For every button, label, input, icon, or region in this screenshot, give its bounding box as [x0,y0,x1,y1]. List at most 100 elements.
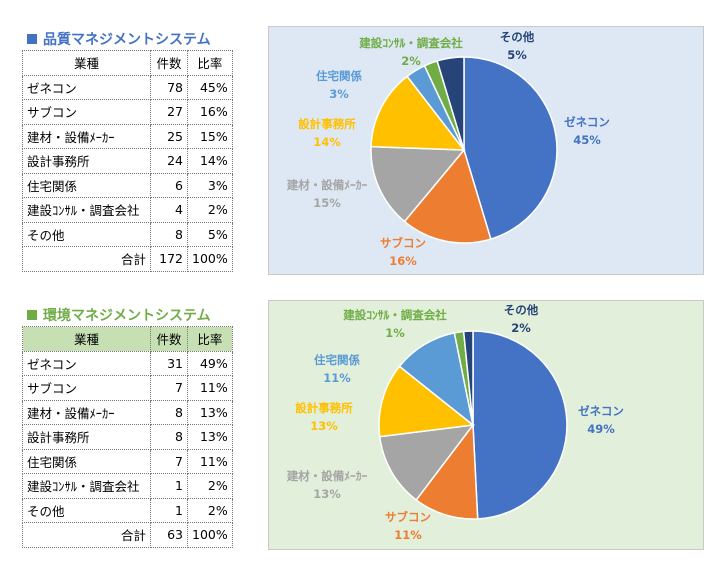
table-total-row: 合計 172 100% [22,246,233,272]
table-row: 設計事務所 8 13% [22,424,233,450]
row-count: 8 [150,399,188,425]
pie-percent-label: 5% [507,48,527,62]
pie-category-label: 設計事務所 [295,401,353,415]
row-name: その他 [22,221,151,247]
total-label: 合計 [22,246,151,272]
row-name: ゼネコン [22,350,151,376]
pie-percent-label: 13% [313,487,341,501]
row-ratio: 15% [187,123,233,149]
row-ratio: 14% [187,148,233,174]
table-row: 建材・設備ﾒｰｶｰ 8 13% [22,399,233,425]
table-row: 住宅関係 7 11% [22,448,233,474]
row-count: 7 [150,375,188,401]
row-name: サブコン [22,375,151,401]
table-row: 設計事務所 24 14% [22,148,233,174]
row-count: 1 [150,497,188,523]
row-name: ゼネコン [22,74,151,100]
pie-category-label: サブコン [385,510,431,524]
pie-percent-label: 11% [394,528,422,542]
header-ratio: 比率 [187,326,233,352]
row-count: 78 [150,74,188,100]
total-count: 63 [150,522,188,548]
pie-category-label: ゼネコン [564,115,610,129]
row-name: 住宅関係 [22,448,151,474]
pie-slice [378,365,475,438]
table-row: サブコン 27 16% [22,99,233,125]
table-row: その他 1 2% [22,497,233,523]
pie-percent-label: 1% [385,326,405,340]
pie-category-label: ゼネコン [578,404,624,418]
pie-percent-label: 15% [313,196,341,210]
row-ratio: 13% [187,399,233,425]
pie-category-label: 住宅関係 [314,353,360,367]
row-count: 27 [150,99,188,125]
row-name: 建材・設備ﾒｰｶｰ [22,399,151,425]
row-name: 建設ｺﾝｻﾙ・調査会社 [22,473,151,499]
table-header-row: 業種 件数 比率 [22,50,233,76]
pie-percent-label: 13% [310,419,338,433]
row-ratio: 16% [187,99,233,125]
table-total-row: 合計 63 100% [22,522,233,548]
row-count: 8 [150,221,188,247]
row-ratio: 3% [187,172,233,198]
pie-slice [472,330,568,520]
table-row: サブコン 7 11% [22,375,233,401]
table-row: 建設ｺﾝｻﾙ・調査会社 1 2% [22,473,233,499]
table-row: ゼネコン 78 45% [22,74,233,100]
row-count: 25 [150,123,188,149]
pie-category-label: 住宅関係 [316,69,362,83]
row-ratio: 11% [187,375,233,401]
row-ratio: 2% [187,497,233,523]
table-row: 住宅関係 6 3% [22,172,233,198]
row-name: 建材・設備ﾒｰｶｰ [22,123,151,149]
pie-percent-label: 45% [573,133,601,147]
row-count: 6 [150,172,188,198]
table-row: 建材・設備ﾒｰｶｰ 25 15% [22,123,233,149]
environment-title-square-icon [27,310,37,320]
pie-percent-label: 14% [313,135,341,149]
pie-slice [370,75,466,151]
row-count: 24 [150,148,188,174]
pie-slice [403,148,492,244]
header-industry: 業種 [22,326,151,352]
pie-percent-label: 2% [511,321,531,335]
quality-section-title: 品質マネジメントシステム [27,29,211,49]
pie-category-label: サブコン [380,236,426,250]
table-row: ゼネコン 31 49% [22,350,233,376]
row-name: 設計事務所 [22,148,151,174]
pie-slice [415,422,479,520]
pie-slice [398,331,475,427]
total-label: 合計 [22,522,151,548]
row-ratio: 5% [187,221,233,247]
pie-category-label: 建設ｺﾝｻﾙ・調査会社 [359,36,463,50]
quality-title-text: 品質マネジメントシステム [43,32,211,48]
row-count: 4 [150,197,188,223]
header-industry: 業種 [22,50,151,76]
pie-slice [370,145,466,223]
total-ratio: 100% [187,246,233,272]
row-name: 設計事務所 [22,424,151,450]
pie-slice [378,424,475,501]
row-count: 31 [150,350,188,376]
pie-percent-label: 11% [323,371,351,385]
table-row: 建設ｺﾝｻﾙ・調査会社 4 2% [22,197,233,223]
pie-percent-label: 16% [389,254,417,268]
header-count: 件数 [150,326,188,352]
table-row: その他 8 5% [22,221,233,247]
row-ratio: 45% [187,74,233,100]
row-ratio: 2% [187,473,233,499]
environment-table: 業種 件数 比率 ゼネコン 31 49% サブコン 7 11% 建材・設備ﾒｰｶ… [22,326,233,548]
table-header-row: 業種 件数 比率 [22,326,233,352]
pie-percent-label: 3% [329,87,349,101]
row-count: 7 [150,448,188,474]
pie-slice [462,330,474,426]
pie-category-label: 建材・設備ﾒｰｶｰ [287,178,368,192]
pie-slice [463,56,558,240]
pie-category-label: その他 [500,30,535,44]
quality-table: 業種 件数 比率 ゼネコン 78 45% サブコン 27 16% 建材・設備ﾒｰ… [22,50,233,272]
row-count: 8 [150,424,188,450]
pie-category-label: その他 [504,303,539,317]
row-ratio: 13% [187,424,233,450]
environment-section-title: 環境マネジメントシステム [27,305,211,325]
environment-title-text: 環境マネジメントシステム [43,308,211,324]
